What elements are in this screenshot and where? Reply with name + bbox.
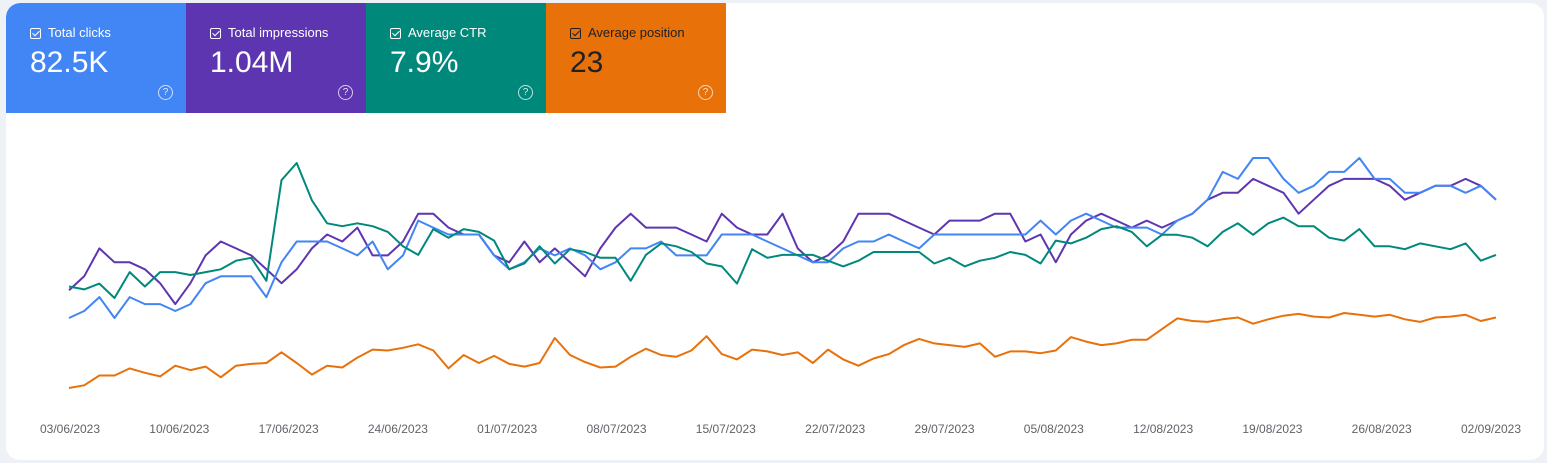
checkbox-checked-icon[interactable]: [390, 27, 401, 39]
x-tick-label: 22/07/2023: [805, 422, 865, 436]
x-tick-label: 08/07/2023: [586, 422, 646, 436]
checkbox-checked-icon[interactable]: [570, 27, 581, 39]
x-tick-label: 19/08/2023: [1242, 422, 1302, 436]
x-tick-label: 10/06/2023: [149, 422, 209, 436]
performance-card: Total clicks 82.5K ? Total impressions 1…: [6, 3, 1544, 460]
metric-label: Total impressions: [228, 25, 329, 40]
metric-label: Average position: [588, 25, 685, 40]
x-tick-label: 02/09/2023: [1461, 422, 1521, 436]
metric-value: 82.5K: [30, 46, 109, 79]
metric-card-average-ctr[interactable]: Average CTR 7.9% ?: [366, 3, 546, 113]
metric-card-average-position[interactable]: Average position 23 ?: [546, 3, 726, 113]
metric-card-total-impressions[interactable]: Total impressions 1.04M ?: [186, 3, 366, 113]
help-icon[interactable]: ?: [518, 85, 533, 100]
series-line-total-impressions[interactable]: [68, 177, 1497, 306]
x-tick-label: 29/07/2023: [914, 422, 974, 436]
series-line-average-position[interactable]: [68, 312, 1497, 389]
x-tick-label: 12/08/2023: [1133, 422, 1193, 436]
x-tick-label: 05/08/2023: [1024, 422, 1084, 436]
x-tick-label: 17/06/2023: [259, 422, 319, 436]
x-tick-label: 26/08/2023: [1352, 422, 1412, 436]
help-icon[interactable]: ?: [698, 85, 713, 100]
metric-card-total-clicks[interactable]: Total clicks 82.5K ?: [6, 3, 186, 113]
checkbox-checked-icon[interactable]: [210, 27, 221, 39]
series-line-total-clicks[interactable]: [68, 157, 1497, 319]
metric-label: Average CTR: [408, 25, 487, 40]
help-icon[interactable]: ?: [338, 85, 353, 100]
metric-value: 7.9%: [390, 46, 459, 79]
x-tick-label: 03/06/2023: [40, 422, 100, 436]
help-icon[interactable]: ?: [158, 85, 173, 100]
checkbox-checked-icon[interactable]: [30, 27, 41, 39]
metric-value: 1.04M: [210, 46, 294, 79]
metric-cards: Total clicks 82.5K ? Total impressions 1…: [6, 3, 726, 113]
metric-label: Total clicks: [48, 25, 111, 40]
performance-line-chart[interactable]: 03/06/2023 10/06/2023 17/06/2023 24/06/2023…: [6, 3, 1544, 460]
metric-value: 23: [570, 46, 604, 79]
x-tick-label: 15/07/2023: [696, 422, 756, 436]
x-tick-label: 24/06/2023: [368, 422, 428, 436]
series-line-average-ctr[interactable]: [68, 162, 1497, 299]
x-tick-label: 01/07/2023: [477, 422, 537, 436]
